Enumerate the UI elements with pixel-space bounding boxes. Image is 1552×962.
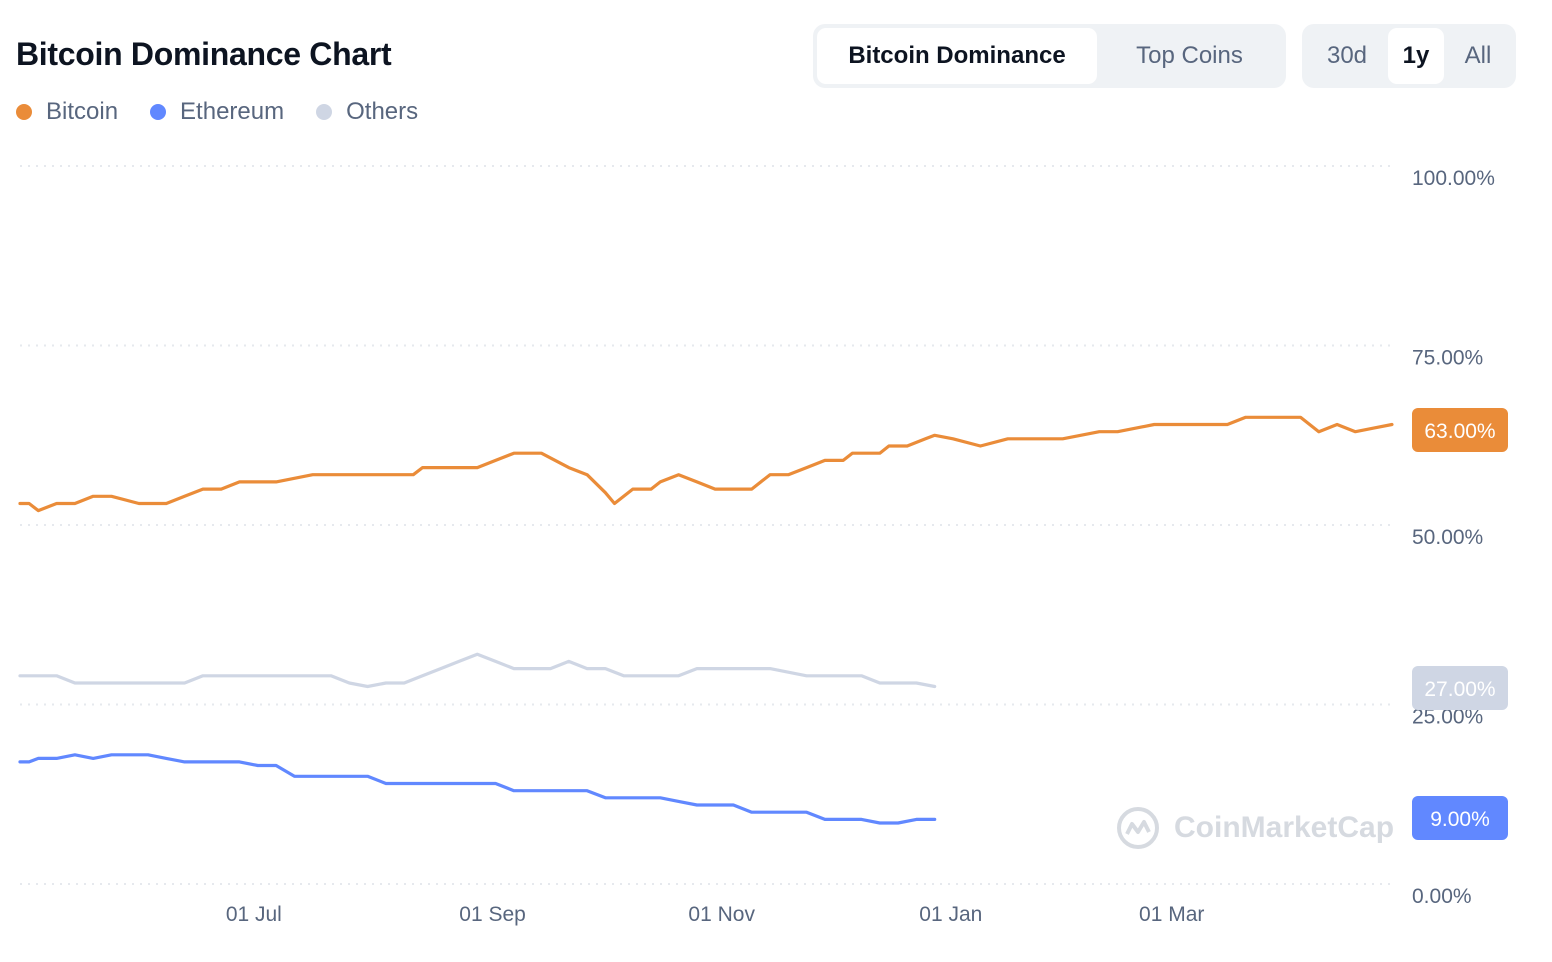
legend-item-others[interactable]: Others: [316, 98, 418, 126]
range-30d-button[interactable]: 30d: [1306, 28, 1388, 84]
range-1y-button[interactable]: 1y: [1388, 28, 1444, 84]
legend-label: Bitcoin: [46, 98, 119, 125]
current-value-badge-bitcoin: 63.00%: [1412, 408, 1508, 452]
badge-bg: [1412, 666, 1508, 710]
badge-bg: [1412, 408, 1508, 452]
watermark: CoinMarketCap: [1116, 806, 1394, 850]
legend-dot-icon: [316, 104, 333, 120]
y-tick-label: 75.00%: [1412, 347, 1483, 370]
series-line-ethereum: [18, 753, 937, 825]
x-tick-label: 01 Jan: [919, 903, 982, 926]
watermark-text: CoinMarketCap: [1174, 811, 1395, 844]
x-tick-label: 01 Nov: [688, 903, 755, 926]
legend-item-bitcoin[interactable]: Bitcoin: [16, 98, 118, 126]
current-value-badge-ethereum: 9.00%: [1412, 796, 1508, 840]
range-all-button[interactable]: All: [1444, 28, 1512, 84]
badge-label: 9.00%: [1430, 808, 1490, 831]
y-tick-label: 100.00%: [1412, 167, 1495, 190]
range-toggle: 30d 1y All: [1302, 24, 1516, 88]
tab-bitcoin-dominance[interactable]: Bitcoin Dominance: [817, 28, 1097, 84]
badge-label: 27.00%: [1424, 678, 1495, 701]
x-tick-label: 01 Mar: [1139, 903, 1204, 926]
x-tick-label: 01 Sep: [459, 903, 526, 926]
page-title: Bitcoin Dominance Chart: [16, 36, 392, 72]
y-tick-label: 50.00%: [1412, 526, 1483, 549]
series-line-bitcoin: [18, 415, 1394, 513]
coinmarketcap-logo-icon: [1117, 807, 1159, 849]
badge-label: 63.00%: [1424, 420, 1495, 443]
legend-dot-icon: [16, 104, 32, 120]
x-tick-label: 01 Jul: [226, 903, 282, 926]
series-line-others: [18, 652, 937, 689]
legend-item-ethereum[interactable]: Ethereum: [150, 98, 284, 126]
tab-top-coins[interactable]: Top Coins: [1097, 28, 1282, 84]
badge-bg: [1412, 796, 1508, 840]
view-toggle: Bitcoin Dominance Top Coins: [813, 24, 1286, 88]
legend-dot-icon: [150, 104, 167, 120]
y-tick-label: 0.00%: [1412, 885, 1472, 908]
y-tick-label: 25.00%: [1412, 706, 1483, 729]
legend-label: Others: [346, 98, 419, 125]
current-value-badge-others: 27.00%: [1412, 666, 1508, 710]
legend-label: Ethereum: [180, 98, 285, 125]
chart-legend: Bitcoin Ethereum Others: [16, 98, 418, 126]
